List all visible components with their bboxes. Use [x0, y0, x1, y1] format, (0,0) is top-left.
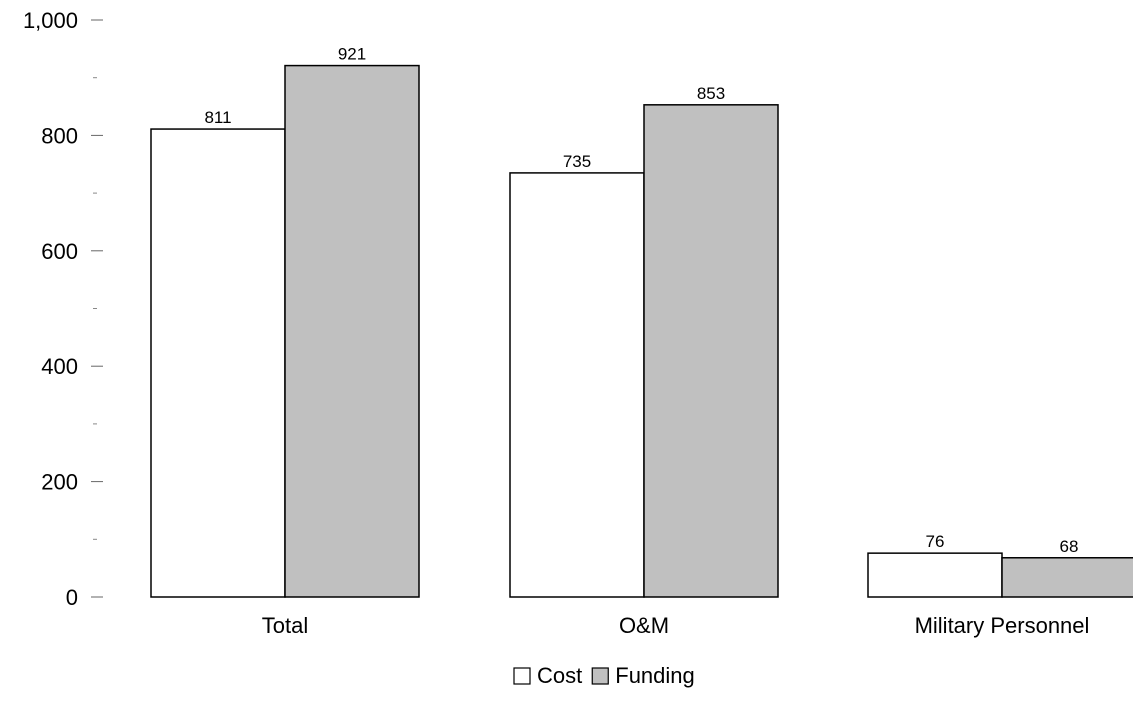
data-label-cost-1: 735: [563, 152, 591, 171]
data-label-cost-0: 811: [204, 108, 231, 127]
bar-funding-1: [643, 104, 779, 598]
x-category-label: Total: [262, 613, 308, 638]
bar-funding-2: [1001, 557, 1133, 598]
y-axis: 0 200 400 600 800 1,000: [23, 8, 103, 610]
legend: Cost Funding: [513, 663, 695, 688]
bars: [150, 64, 1133, 598]
x-category-label: Military Personnel: [915, 613, 1090, 638]
legend-swatch-cost: [513, 667, 531, 685]
y-tick-label: 600: [41, 239, 78, 264]
bar-cost-0: [150, 128, 286, 598]
legend-label-funding: Funding: [615, 663, 695, 688]
data-label-funding-0: 921: [338, 45, 366, 64]
data-label-funding-1: 853: [697, 84, 725, 103]
bar-cost-1: [509, 172, 645, 598]
x-axis: Total O&M Military Personnel: [262, 613, 1090, 638]
y-tick-label: 200: [41, 470, 78, 495]
legend-label-cost: Cost: [537, 663, 582, 688]
x-category-label: O&M: [619, 613, 669, 638]
y-tick-label: 400: [41, 354, 78, 379]
data-label-cost-2: 76: [926, 532, 945, 551]
y-tick-label: 800: [41, 123, 78, 148]
data-labels: 811 921 735 853 76 68: [204, 45, 1078, 556]
y-tick-label: 0: [66, 585, 78, 610]
y-tick-label: 1,000: [23, 8, 78, 33]
data-label-funding-2: 68: [1060, 537, 1079, 556]
legend-swatch-funding: [591, 667, 609, 685]
bar-funding-0: [284, 64, 420, 598]
bar-cost-2: [867, 552, 1003, 598]
